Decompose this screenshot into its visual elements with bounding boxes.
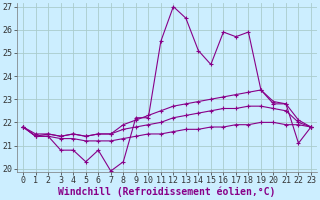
X-axis label: Windchill (Refroidissement éolien,°C): Windchill (Refroidissement éolien,°C) [58, 187, 276, 197]
